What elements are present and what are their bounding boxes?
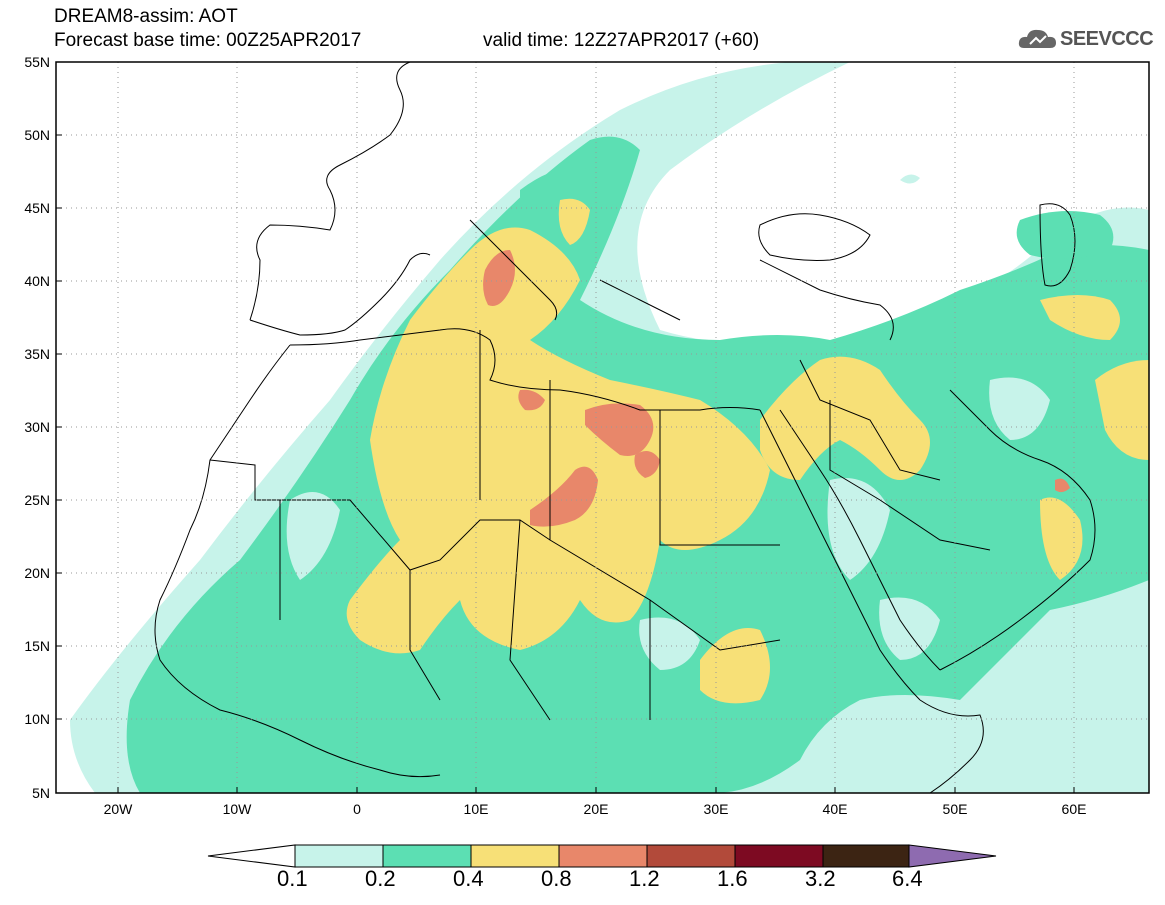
colorbar-high-arrow <box>908 844 997 868</box>
lon-label: 20E <box>584 801 609 817</box>
lat-labels: 55N 50N 45N 40N 35N 30N 25N 20N 15N 10N … <box>24 54 50 801</box>
lat-label: 35N <box>24 346 50 362</box>
seevccc-logo: SEEVCCC <box>1018 22 1158 56</box>
forecast-base-time: Forecast base time: 00Z25APR2017 <box>54 30 362 51</box>
map-title: DREAM8-assim: AOT <box>54 6 238 27</box>
coastlines <box>154 62 1096 793</box>
lat-label: 25N <box>24 492 50 508</box>
colorbar-label: 6.4 <box>892 866 923 891</box>
valid-time: valid time: 12Z27APR2017 (+60) <box>483 30 760 51</box>
colorbar-box <box>294 844 384 868</box>
lon-label: 50E <box>943 801 968 817</box>
colorbar-box <box>822 844 910 868</box>
cloud-icon <box>1018 29 1056 48</box>
colorbar-label: 0.8 <box>541 866 572 891</box>
lat-label: 30N <box>24 419 50 435</box>
lat-label: 45N <box>24 200 50 216</box>
lat-label: 55N <box>24 54 50 70</box>
lon-label: 10E <box>464 801 489 817</box>
lat-label: 15N <box>24 638 50 654</box>
lon-label: 40E <box>823 801 848 817</box>
lat-label: 20N <box>24 565 50 581</box>
logo-text: SEEVCCC <box>1060 28 1154 50</box>
colorbar-box <box>558 844 648 868</box>
aot-field <box>56 62 1149 793</box>
grid <box>56 62 1149 793</box>
lon-label: 20W <box>104 801 134 817</box>
colorbar-box <box>646 844 736 868</box>
lon-label: 30E <box>704 801 729 817</box>
aot-level-0.8 <box>483 250 1070 527</box>
colorbar-label: 3.2 <box>805 866 836 891</box>
colorbar-label: 0.4 <box>453 866 484 891</box>
colorbar-box <box>734 844 824 868</box>
lat-label: 10N <box>24 711 50 727</box>
lat-label: 5N <box>32 785 50 801</box>
lat-label: 50N <box>24 127 50 143</box>
colorbar-label: 0.1 <box>277 866 308 891</box>
colorbar <box>207 844 997 868</box>
colorbar-box <box>382 844 472 868</box>
colorbar-label: 0.2 <box>365 866 396 891</box>
colorbar-label: 1.2 <box>629 866 660 891</box>
lon-label: 60E <box>1062 801 1087 817</box>
ticks <box>56 61 1075 794</box>
lon-label: 10W <box>223 801 253 817</box>
lon-labels: 20W 10W 0 10E 20E 30E 40E 50E 60E <box>104 801 1087 817</box>
lon-label: 0 <box>353 801 361 817</box>
lat-label: 40N <box>24 273 50 289</box>
colorbar-label: 1.6 <box>717 866 748 891</box>
colorbar-low-arrow <box>207 844 296 868</box>
colorbar-box <box>470 844 560 868</box>
